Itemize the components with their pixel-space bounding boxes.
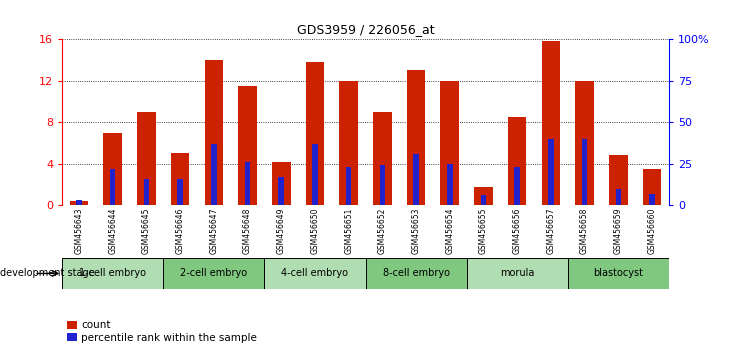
Bar bbox=[406, 70, 425, 205]
Text: GSM456652: GSM456652 bbox=[378, 208, 387, 255]
Text: 4-cell embryo: 4-cell embryo bbox=[281, 268, 349, 279]
Bar bbox=[542, 41, 560, 205]
Bar bbox=[441, 80, 459, 205]
Bar bbox=[279, 177, 284, 205]
Text: GSM456651: GSM456651 bbox=[344, 208, 353, 255]
Text: GSM456654: GSM456654 bbox=[445, 208, 454, 255]
Text: GSM456643: GSM456643 bbox=[75, 208, 83, 255]
Bar bbox=[616, 189, 621, 205]
Bar bbox=[62, 258, 163, 289]
Bar bbox=[366, 258, 466, 289]
Bar bbox=[643, 169, 662, 205]
Bar bbox=[163, 258, 265, 289]
Text: GSM456656: GSM456656 bbox=[512, 208, 522, 255]
Text: 8-cell embryo: 8-cell embryo bbox=[382, 268, 450, 279]
Text: GSM456649: GSM456649 bbox=[277, 208, 286, 255]
Bar bbox=[481, 195, 486, 205]
Bar bbox=[211, 144, 216, 205]
Text: GSM456648: GSM456648 bbox=[243, 208, 252, 255]
Text: blastocyst: blastocyst bbox=[594, 268, 643, 279]
Bar bbox=[447, 164, 452, 205]
Text: GSM456647: GSM456647 bbox=[209, 208, 219, 255]
Bar bbox=[306, 62, 325, 205]
Bar bbox=[609, 155, 628, 205]
Text: 1-cell embryo: 1-cell embryo bbox=[79, 268, 146, 279]
Text: GSM456659: GSM456659 bbox=[614, 208, 623, 255]
Text: GSM456645: GSM456645 bbox=[142, 208, 151, 255]
Bar bbox=[346, 167, 352, 205]
Bar bbox=[466, 258, 568, 289]
Text: GSM456646: GSM456646 bbox=[175, 208, 185, 255]
Bar bbox=[649, 194, 655, 205]
Text: development stage: development stage bbox=[0, 268, 94, 279]
Bar bbox=[238, 86, 257, 205]
Bar bbox=[568, 258, 669, 289]
Bar bbox=[143, 179, 149, 205]
Bar bbox=[265, 258, 366, 289]
Bar bbox=[379, 165, 385, 205]
Text: GSM456650: GSM456650 bbox=[311, 208, 319, 255]
Text: GSM456660: GSM456660 bbox=[648, 208, 656, 255]
Bar bbox=[548, 139, 553, 205]
Bar bbox=[103, 132, 122, 205]
Bar bbox=[205, 60, 223, 205]
Text: GSM456655: GSM456655 bbox=[479, 208, 488, 255]
Text: 2-cell embryo: 2-cell embryo bbox=[181, 268, 247, 279]
Bar bbox=[69, 201, 88, 205]
Text: GSM456658: GSM456658 bbox=[580, 208, 589, 255]
Bar bbox=[171, 153, 189, 205]
Bar bbox=[76, 200, 82, 205]
Bar bbox=[373, 112, 392, 205]
Bar bbox=[245, 162, 250, 205]
Bar bbox=[272, 162, 290, 205]
Bar bbox=[178, 179, 183, 205]
Bar bbox=[515, 167, 520, 205]
Title: GDS3959 / 226056_at: GDS3959 / 226056_at bbox=[297, 23, 434, 36]
Bar bbox=[575, 80, 594, 205]
Text: GSM456657: GSM456657 bbox=[546, 208, 556, 255]
Legend: count, percentile rank within the sample: count, percentile rank within the sample bbox=[67, 320, 257, 343]
Bar bbox=[137, 112, 156, 205]
Bar bbox=[312, 144, 318, 205]
Bar bbox=[413, 154, 419, 205]
Text: morula: morula bbox=[500, 268, 534, 279]
Text: GSM456653: GSM456653 bbox=[412, 208, 420, 255]
Text: GSM456644: GSM456644 bbox=[108, 208, 117, 255]
Bar bbox=[339, 80, 358, 205]
Bar bbox=[508, 117, 526, 205]
Bar bbox=[474, 187, 493, 205]
Bar bbox=[110, 169, 115, 205]
Bar bbox=[582, 139, 588, 205]
